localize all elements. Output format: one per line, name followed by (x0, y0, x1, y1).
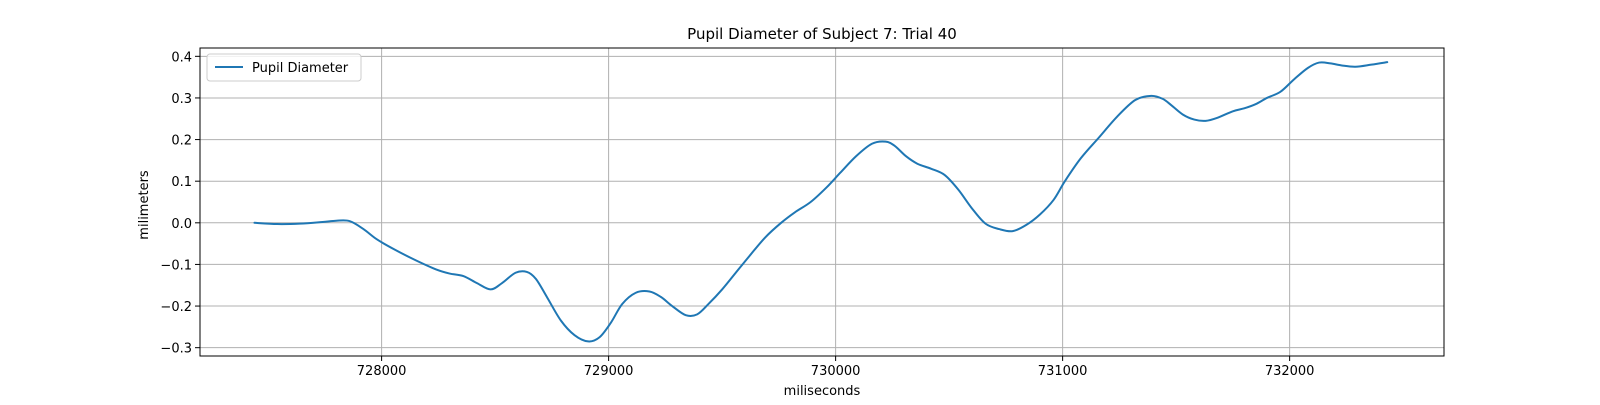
y-axis-label: milimeters (137, 170, 152, 240)
x-axis-label: miliseconds (784, 384, 861, 399)
grid-lines (200, 48, 1444, 356)
y-tick-label: −0.1 (160, 258, 192, 273)
y-tick-label: 0.0 (171, 217, 192, 232)
legend-box (206, 53, 362, 82)
y-tick-label: −0.3 (160, 342, 192, 357)
x-tick-label: 730000 (811, 364, 861, 379)
y-tick-label: 0.1 (171, 175, 192, 190)
legend-entry-pupil-diameter: Pupil Diameter (252, 61, 349, 76)
legend: Pupil Diameter (206, 53, 362, 82)
y-tick-label: −0.2 (160, 300, 192, 315)
plot-frame (199, 47, 1445, 357)
y-axis-ticks: −0.3 −0.2 −0.1 0.0 0.1 0.2 0.3 0.4 (160, 50, 200, 357)
y-tick-label: 0.2 (171, 134, 192, 149)
x-tick-label: 729000 (584, 364, 634, 379)
x-tick-label: 731000 (1038, 364, 1088, 379)
x-tick-label: 732000 (1265, 364, 1315, 379)
y-tick-label: 0.3 (171, 92, 192, 107)
series-layer (253, 61, 1389, 343)
series-line-pupil-diameter (253, 61, 1389, 343)
y-tick-label: 0.4 (171, 50, 192, 65)
chart-title: Pupil Diameter of Subject 7: Trial 40 (687, 25, 957, 43)
x-axis-ticks: 728000 729000 730000 731000 732000 (357, 356, 1315, 379)
x-tick-label: 728000 (357, 364, 407, 379)
